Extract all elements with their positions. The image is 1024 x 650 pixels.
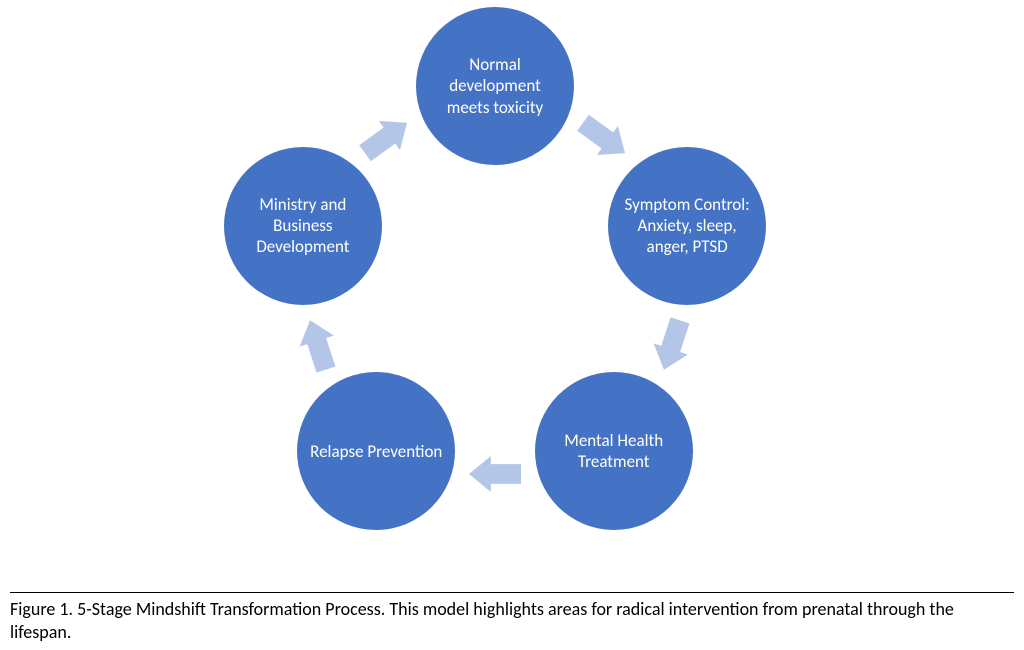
cycle-arrow-2 bbox=[647, 315, 697, 376]
cycle-node-1: Normal development meets toxicity bbox=[416, 7, 574, 165]
cycle-node-1-label: Normal development meets toxicity bbox=[426, 54, 564, 118]
figure-caption: Figure 1. 5-Stage Mindshift Transformati… bbox=[10, 598, 1014, 643]
cycle-node-3: Mental Health Treatment bbox=[535, 372, 693, 530]
cycle-node-2-label: Symptom Control: Anxiety, sleep, anger, … bbox=[618, 194, 756, 258]
diagram-stage: Normal development meets toxicity Sympto… bbox=[0, 0, 1024, 650]
caption-rule bbox=[10, 592, 1014, 593]
cycle-node-5: Ministry and Business Development bbox=[224, 147, 382, 305]
cycle-arrow-3 bbox=[469, 456, 521, 492]
cycle-node-5-label: Ministry and Business Development bbox=[234, 194, 372, 258]
cycle-arrow-5 bbox=[354, 108, 417, 168]
cycle-node-2: Symptom Control: Anxiety, sleep, anger, … bbox=[608, 147, 766, 305]
cycle-node-4-label: Relapse Prevention bbox=[310, 441, 442, 462]
cycle-node-3-label: Mental Health Treatment bbox=[545, 430, 683, 473]
cycle-node-4: Relapse Prevention bbox=[297, 372, 455, 530]
cycle-arrow-4 bbox=[293, 315, 343, 376]
cycle-arrow-1 bbox=[573, 108, 636, 168]
